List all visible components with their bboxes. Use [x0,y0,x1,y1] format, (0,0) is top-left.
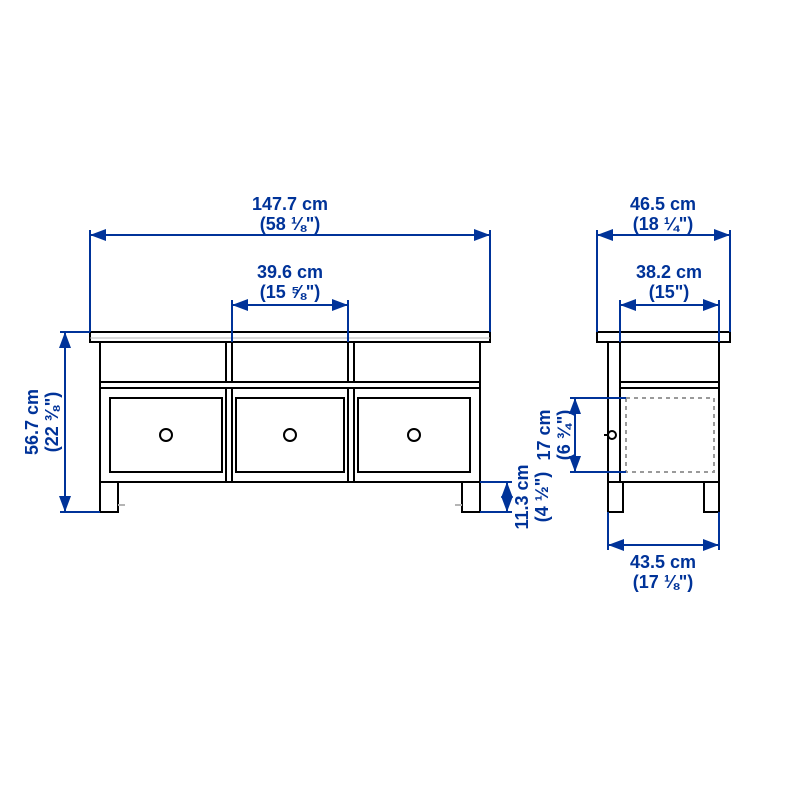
dim-total-height: 56.7 cm (22 ⅜") [22,332,100,512]
side-view [597,332,730,512]
dim-inner-depth-imperial: (15") [649,282,690,302]
dim-drawer-height-metric: 17 cm [534,409,554,460]
side-top [597,332,730,342]
dim-base-depth: 43.5 cm (17 ⅛") [608,512,719,592]
front-leg-right [462,482,480,512]
dim-total-width-imperial: (58 ⅛") [260,214,321,234]
dim-inner-depth-metric: 38.2 cm [636,262,702,282]
dim-total-height-metric: 56.7 cm [22,389,42,455]
dim-drawer-width-imperial: (15 ⅝") [260,282,321,302]
dim-inner-depth: 38.2 cm (15") [620,262,719,342]
front-leg-left [100,482,118,512]
dim-leg-height-imperial: (4 ½") [532,472,552,523]
side-body [608,342,719,482]
dim-drawer-height: 17 cm (6 ¾") [534,398,626,472]
dim-total-height-imperial: (22 ⅜") [42,392,62,453]
dim-base-depth-metric: 43.5 cm [630,552,696,572]
dim-leg-height: 11.3 cm (4 ½") [480,464,552,529]
dim-drawer-width-metric: 39.6 cm [257,262,323,282]
dim-total-width-metric: 147.7 cm [252,194,328,214]
front-drawers [110,388,470,482]
side-drawer-dashed [626,398,714,472]
front-top [90,332,490,342]
dim-base-depth-imperial: (17 ⅛") [633,572,694,592]
side-leg-front [608,482,623,512]
front-view [90,332,490,512]
dim-drawer-height-imperial: (6 ¾") [554,410,574,461]
dim-drawer-width: 39.6 cm (15 ⅝") [232,262,348,342]
side-leg-back [704,482,719,512]
dim-top-depth-metric: 46.5 cm [630,194,696,214]
dim-leg-height-metric: 11.3 cm [512,464,532,529]
front-body [100,342,480,482]
dim-top-depth-imperial: (18 ¼") [633,214,694,234]
